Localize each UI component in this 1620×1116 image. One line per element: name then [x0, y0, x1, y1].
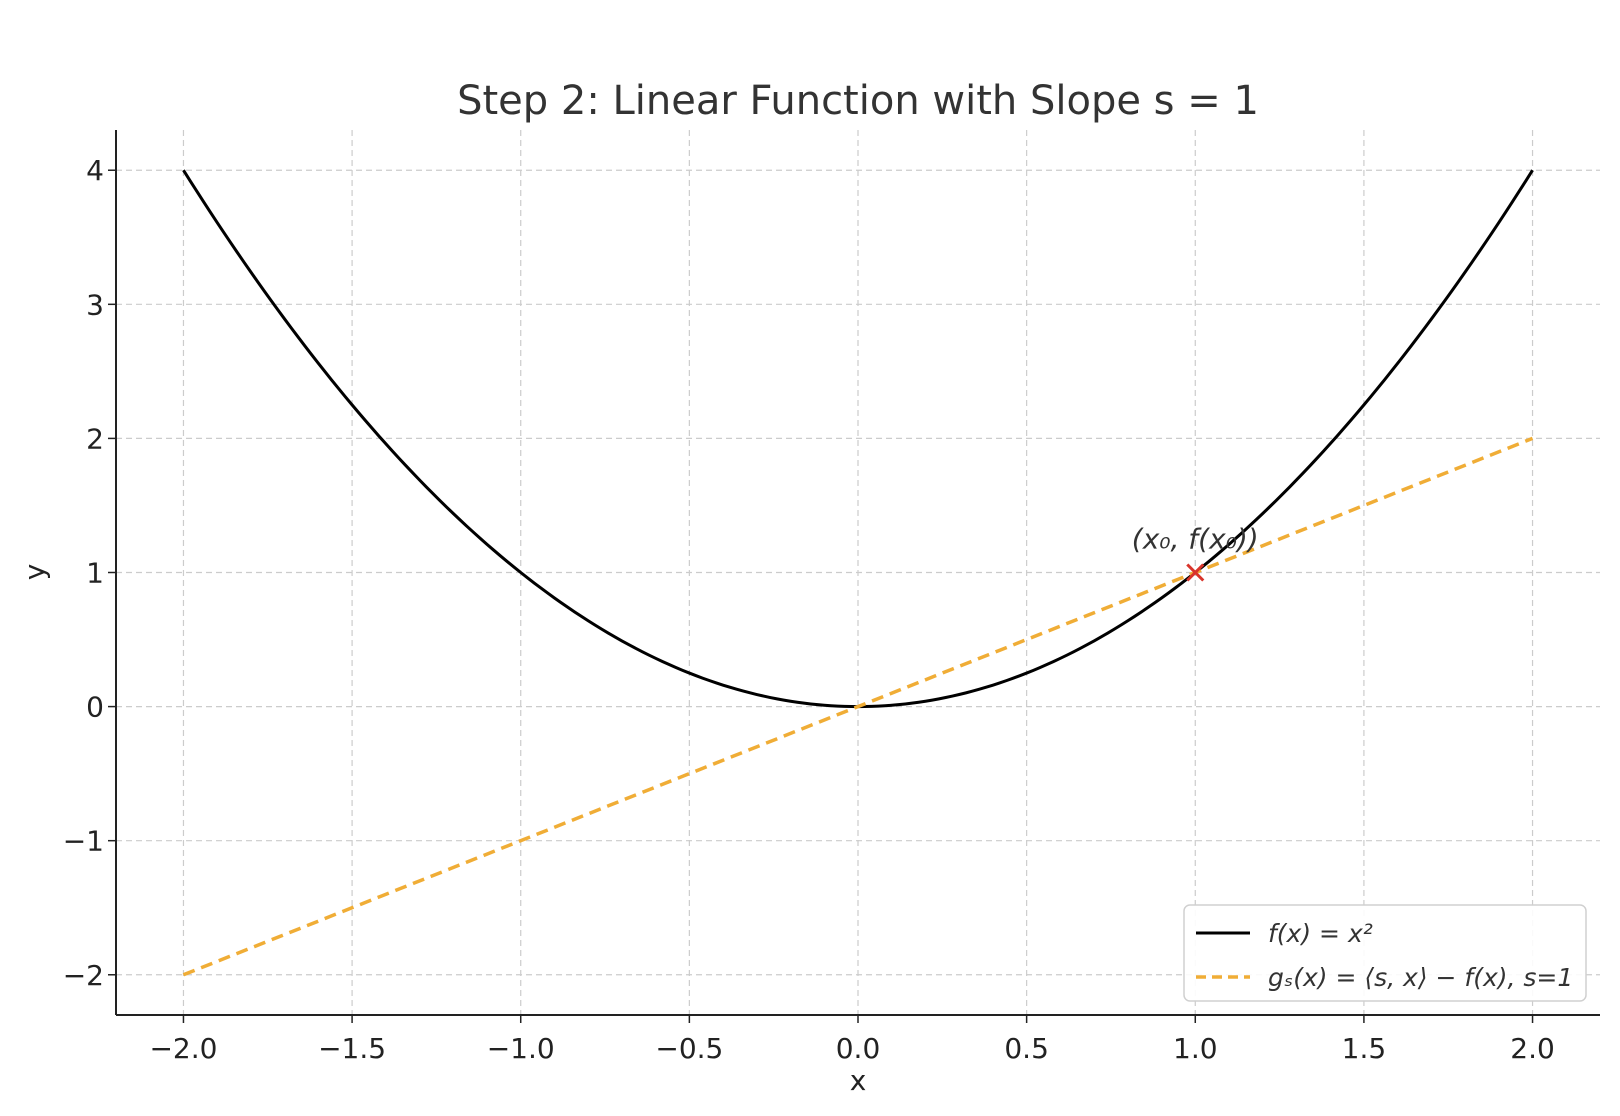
y-tick-label: 0	[86, 691, 104, 724]
legend-label: gₛ(x) = ⟨s, x⟩ − f(x), s=1	[1268, 963, 1573, 992]
tick-layer: −2.0 −1.5 −1.0 −0.5 0.0 0.5 1.0 1.5 2.0 −2 −1 0 1 2 3 4	[63, 154, 1555, 1065]
y-tick-label: −2	[63, 959, 104, 992]
annotation-layer: (x₀, f(x₀))	[1132, 523, 1259, 582]
x-tick-label: −2.0	[149, 1032, 217, 1065]
legend-box	[1183, 904, 1587, 1002]
y-tick-label: 1	[86, 557, 104, 590]
y-tick-label: 4	[86, 154, 104, 187]
x-axis-label: x	[850, 1064, 867, 1097]
y-tick-label: 3	[86, 288, 104, 321]
x-tick-label: 1.0	[1173, 1032, 1218, 1065]
x-tick-label: 1.5	[1342, 1032, 1387, 1065]
annotation-label: (x₀, f(x₀))	[1132, 523, 1259, 556]
chart-title: Step 2: Linear Function with Slope s = 1	[457, 78, 1259, 124]
annotation-marker	[1186, 563, 1205, 582]
series-line-g	[182, 436, 1534, 977]
series-layer	[182, 169, 1534, 977]
grid	[116, 130, 1600, 1015]
y-axis-label: y	[18, 564, 51, 581]
x-tick-label: −0.5	[655, 1032, 723, 1065]
x-tick-label: −1.5	[318, 1032, 386, 1065]
legend-label: f(x) = x²	[1268, 919, 1373, 948]
legend: f(x) = x² gₛ(x) = ⟨s, x⟩ − f(x), s=1	[1183, 904, 1587, 1002]
x-tick-label: −1.0	[487, 1032, 555, 1065]
x-tick-label: 0.0	[836, 1032, 881, 1065]
x-tick-label: 2.0	[1510, 1032, 1555, 1065]
x-tick-label: 0.5	[1004, 1032, 1049, 1065]
y-tick-label: 2	[86, 422, 104, 455]
y-tick-label: −1	[63, 825, 104, 858]
